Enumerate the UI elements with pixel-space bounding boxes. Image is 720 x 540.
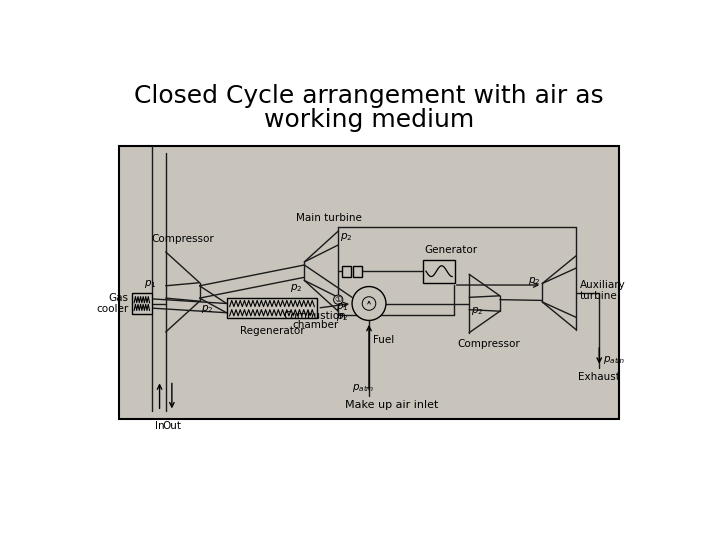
Text: Fuel: Fuel [373, 335, 394, 345]
Text: $p_1$: $p_1$ [336, 301, 348, 313]
Text: Compressor: Compressor [151, 234, 214, 244]
Text: $p_{atm}$: $p_{atm}$ [351, 382, 374, 394]
Text: $p_1$: $p_1$ [144, 278, 156, 291]
Text: $p_2$: $p_2$ [336, 312, 348, 323]
Text: $p_2$: $p_2$ [201, 303, 214, 315]
Bar [353, 266, 362, 276]
Text: working medium: working medium [264, 108, 474, 132]
Text: Generator: Generator [424, 245, 477, 255]
Text: Closed Cycle arrangement with air as: Closed Cycle arrangement with air as [134, 84, 604, 107]
Text: turbine: turbine [580, 291, 618, 301]
Text: $p_2$: $p_2$ [340, 231, 352, 244]
Text: In: In [155, 421, 164, 430]
Text: Main turbine: Main turbine [296, 213, 362, 224]
Bar [132, 294, 152, 314]
Bar [423, 260, 455, 283]
Bar [119, 146, 619, 419]
Bar [227, 298, 318, 318]
Text: $p_2$: $p_2$ [290, 282, 303, 294]
Text: ①: ① [335, 295, 342, 304]
Text: chamber: chamber [292, 320, 338, 330]
Text: $p_2$: $p_2$ [471, 305, 483, 317]
Text: Regenerator: Regenerator [240, 326, 305, 336]
Text: Auxiliary: Auxiliary [580, 280, 626, 290]
Text: Gas
cooler: Gas cooler [96, 293, 129, 314]
Circle shape [333, 295, 343, 304]
Bar [342, 266, 351, 276]
Text: Make up air inlet: Make up air inlet [346, 400, 438, 410]
Text: Out: Out [163, 421, 181, 430]
Text: Compressor: Compressor [457, 339, 520, 349]
Text: $p_2$: $p_2$ [528, 275, 541, 287]
Text: Exhaust: Exhaust [578, 372, 620, 382]
Text: $p_{atm}$: $p_{atm}$ [603, 354, 626, 367]
Text: Combustion: Combustion [284, 311, 346, 321]
Circle shape [352, 287, 386, 320]
